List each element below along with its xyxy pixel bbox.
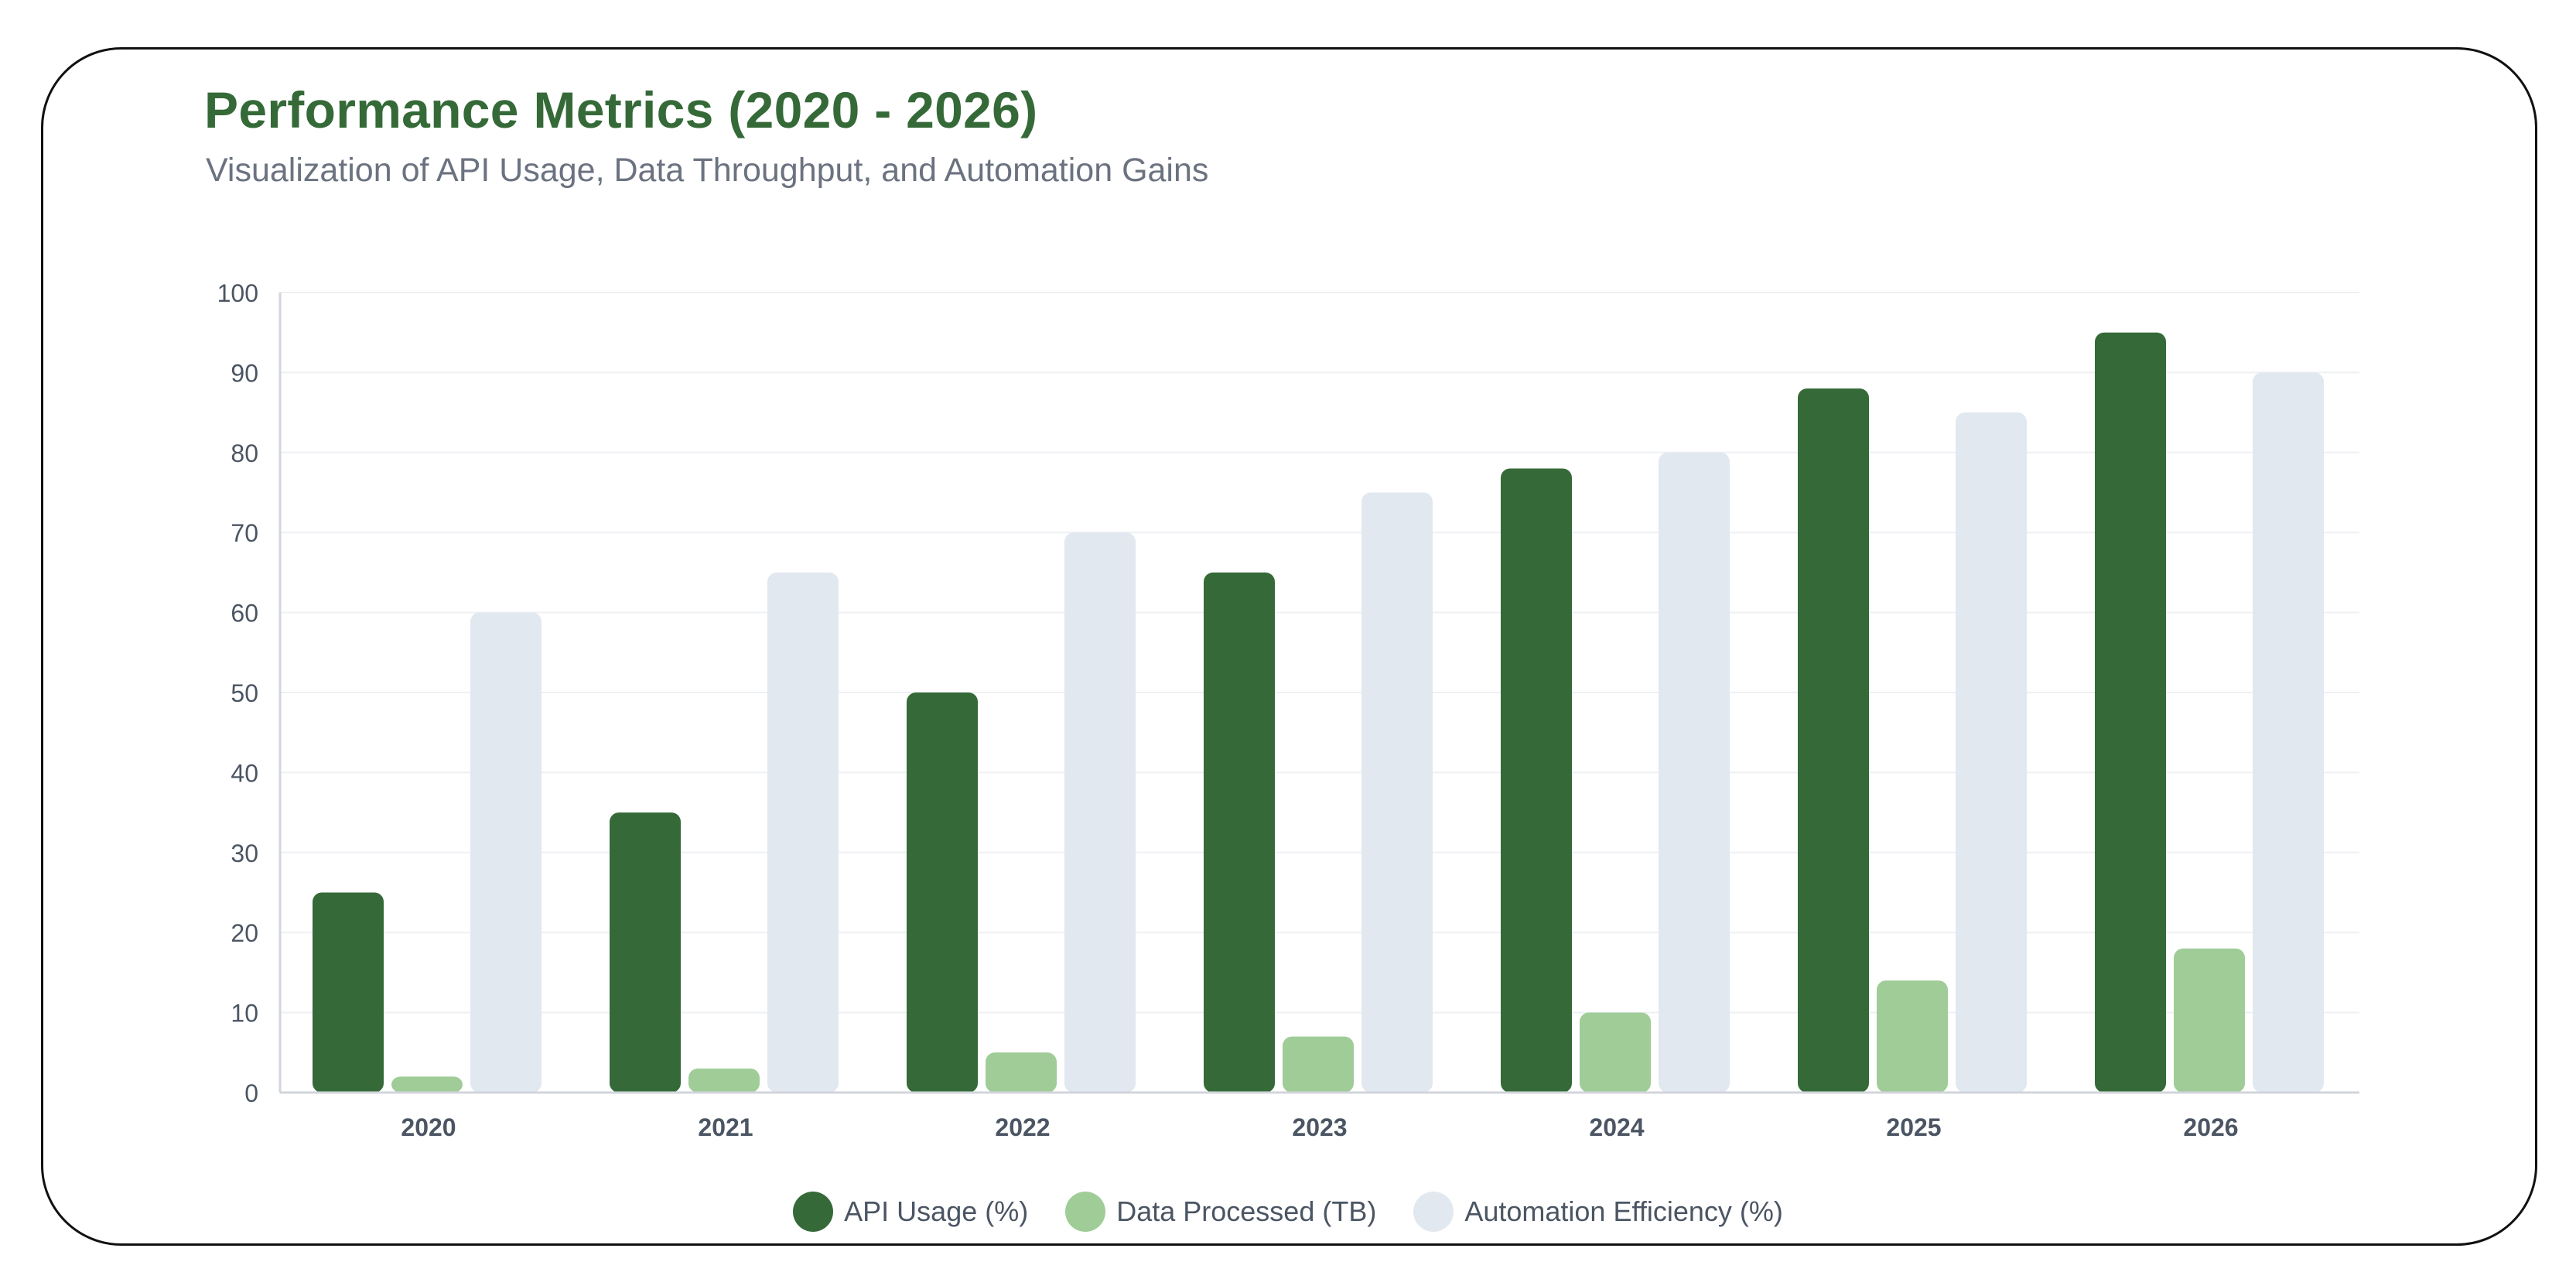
legend-label-data-processed: Data Processed (TB)	[1116, 1195, 1377, 1227]
bar-data-processed-2023[interactable]	[1283, 1036, 1354, 1093]
bar-api-usage-2020[interactable]	[313, 892, 384, 1093]
bar-data-processed-2021[interactable]	[688, 1068, 760, 1093]
bar-data-processed-2020[interactable]	[391, 1076, 463, 1093]
legend-swatch-api-usage	[793, 1192, 834, 1232]
y-tick-label: 100	[217, 279, 258, 307]
chart-legend: API Usage (%) Data Processed (TB) Automa…	[0, 1192, 2576, 1232]
chart-subtitle: Visualization of API Usage, Data Through…	[206, 152, 1209, 189]
bar-api-usage-2023[interactable]	[1204, 572, 1275, 1093]
x-tick-label: 2020	[401, 1113, 456, 1141]
bar-automation-efficiency-2021[interactable]	[767, 572, 839, 1093]
y-tick-label: 30	[231, 840, 258, 867]
legend-swatch-automation-efficiency	[1413, 1192, 1454, 1232]
x-tick-label: 2022	[995, 1113, 1050, 1141]
y-tick-label: 60	[231, 600, 258, 628]
bar-api-usage-2022[interactable]	[907, 693, 978, 1093]
bar-automation-efficiency-2022[interactable]	[1064, 532, 1136, 1093]
bar-api-usage-2026[interactable]	[2095, 332, 2166, 1093]
y-tick-label: 90	[231, 359, 258, 387]
legend-label-automation-efficiency: Automation Efficiency (%)	[1464, 1195, 1783, 1227]
x-tick-label: 2023	[1292, 1113, 1347, 1141]
bar-automation-efficiency-2026[interactable]	[2253, 372, 2324, 1093]
legend-item-data-processed[interactable]: Data Processed (TB)	[1065, 1192, 1376, 1232]
legend-swatch-data-processed	[1065, 1192, 1106, 1232]
y-tick-label: 20	[231, 919, 258, 947]
legend-label-api-usage: API Usage (%)	[844, 1195, 1029, 1227]
chart-title: Performance Metrics (2020 - 2026)	[204, 81, 1038, 139]
bar-data-processed-2022[interactable]	[986, 1052, 1057, 1093]
bar-api-usage-2025[interactable]	[1798, 388, 1869, 1093]
bar-data-processed-2025[interactable]	[1877, 980, 1948, 1093]
x-tick-label: 2026	[2183, 1113, 2238, 1141]
legend-item-automation-efficiency[interactable]: Automation Efficiency (%)	[1413, 1192, 1783, 1232]
legend-item-api-usage[interactable]: API Usage (%)	[793, 1192, 1028, 1232]
x-tick-label: 2021	[698, 1113, 753, 1141]
x-tick-label: 2025	[1886, 1113, 1941, 1141]
y-tick-label: 0	[244, 1079, 258, 1107]
y-tick-label: 80	[231, 439, 258, 467]
y-tick-label: 40	[231, 759, 258, 787]
bar-api-usage-2024[interactable]	[1501, 468, 1572, 1093]
bar-api-usage-2021[interactable]	[610, 812, 681, 1093]
y-tick-label: 50	[231, 679, 258, 707]
bar-automation-efficiency-2020[interactable]	[470, 612, 542, 1093]
bar-data-processed-2026[interactable]	[2174, 948, 2245, 1093]
bar-automation-efficiency-2025[interactable]	[1956, 412, 2027, 1093]
bar-automation-efficiency-2023[interactable]	[1361, 492, 1433, 1093]
bar-automation-efficiency-2024[interactable]	[1659, 452, 1730, 1093]
y-tick-label: 70	[231, 519, 258, 547]
bar-data-processed-2024[interactable]	[1580, 1012, 1651, 1093]
x-tick-label: 2024	[1589, 1113, 1644, 1141]
y-tick-label: 10	[231, 1000, 258, 1028]
